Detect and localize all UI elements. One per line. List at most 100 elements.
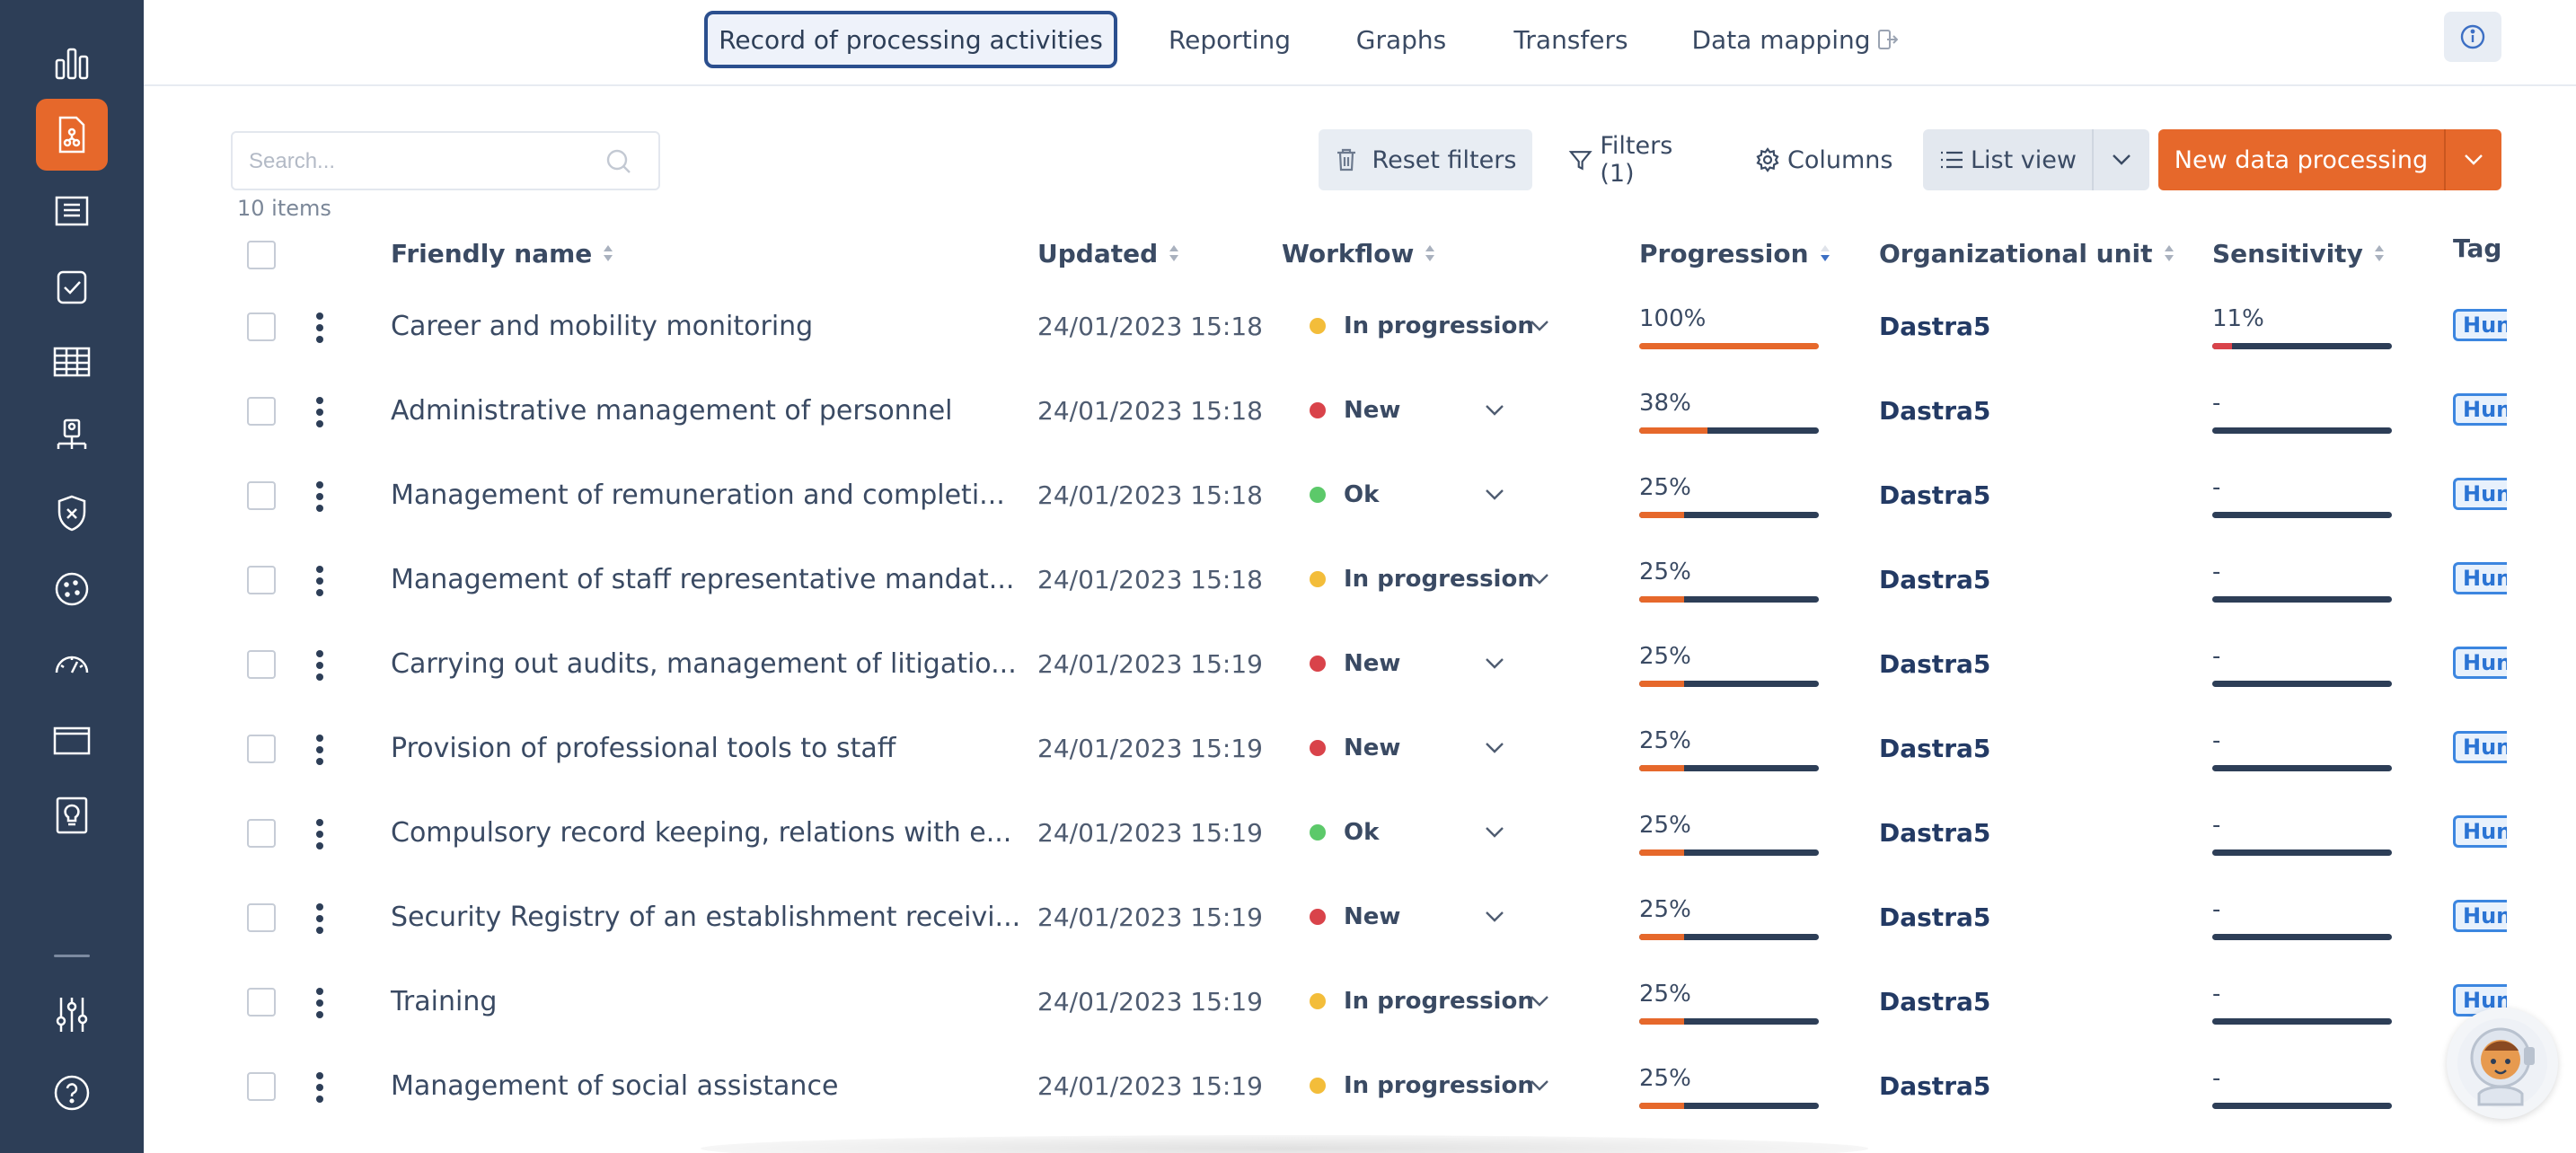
row-checkbox[interactable] [247,735,276,763]
checklist-icon[interactable] [36,251,108,323]
table-row[interactable]: Administrative management of personnel 24… [144,368,2576,453]
table-row[interactable]: Career and mobility monitoring 24/01/2023… [144,284,2576,368]
gauge-icon[interactable] [36,629,108,700]
table-row[interactable]: Management of staff representative manda… [144,537,2576,621]
row-friendly-name[interactable]: Security Registry of an establishment re… [391,875,1020,959]
tag-badge[interactable]: Hun [2453,309,2507,341]
table-row[interactable]: Management of remuneration and completi.… [144,453,2576,537]
chevron-down-icon[interactable] [1484,656,1505,671]
table-view-icon[interactable] [36,326,108,398]
workflow-status-dropdown[interactable]: New [1310,368,1400,453]
row-actions-menu-icon[interactable] [316,481,323,516]
row-friendly-name[interactable]: Provision of professional tools to staff [391,706,895,790]
table-row[interactable]: Compulsory record keeping, relations wit… [144,790,2576,875]
workflow-status-dropdown[interactable]: In progression [1310,537,1534,621]
row-friendly-name[interactable]: Management of staff representative manda… [391,537,1014,621]
list-view-dropdown[interactable] [2094,129,2149,190]
bar-chart-icon[interactable] [36,27,108,99]
row-actions-menu-icon[interactable] [316,1072,323,1107]
org-chart-user-icon[interactable] [36,401,108,473]
row-actions-menu-icon[interactable] [316,566,323,601]
column-header-tag[interactable]: Tag [2453,230,2501,266]
database-document-icon[interactable] [36,175,108,247]
table-row[interactable]: Provision of professional tools to staff… [144,706,2576,790]
row-friendly-name[interactable]: Training [391,959,497,1043]
tag-badge[interactable]: Hun [2453,478,2507,510]
cookie-icon[interactable] [36,553,108,625]
list-view-button[interactable]: List view [1923,129,2094,190]
row-actions-menu-icon[interactable] [316,819,323,854]
column-header-friendly-name[interactable]: Friendly name [391,235,615,271]
chevron-down-icon[interactable] [1529,994,1550,1008]
column-header-updated[interactable]: Updated [1037,235,1181,271]
tag-badge[interactable]: Hun [2453,731,2507,763]
row-checkbox[interactable] [247,650,276,679]
column-header-organizational-unit[interactable]: Organizational unit [1879,235,2176,271]
chevron-down-icon[interactable] [1484,403,1505,418]
workflow-status-dropdown[interactable]: New [1310,621,1400,706]
row-friendly-name[interactable]: Carrying out audits, management of litig… [391,621,1017,706]
row-friendly-name[interactable]: Compulsory record keeping, relations wit… [391,790,1011,875]
row-checkbox[interactable] [247,903,276,932]
search-icon[interactable] [604,147,633,176]
info-button[interactable] [2444,12,2501,62]
new-data-processing-dropdown[interactable] [2446,129,2501,190]
row-actions-menu-icon[interactable] [316,650,323,685]
workflow-status-dropdown[interactable]: New [1310,706,1400,790]
row-friendly-name[interactable]: Administrative management of personnel [391,368,953,453]
row-checkbox[interactable] [247,481,276,510]
select-all-checkbox[interactable] [247,241,276,269]
row-actions-menu-icon[interactable] [316,903,323,938]
row-actions-menu-icon[interactable] [316,397,323,432]
workflow-status-dropdown[interactable]: In progression [1310,284,1534,368]
chevron-down-icon[interactable] [1484,910,1505,924]
column-header-workflow[interactable]: Workflow [1282,235,1437,271]
settings-sliders-icon[interactable] [36,979,108,1051]
workflow-status-dropdown[interactable]: New [1310,875,1400,959]
table-row[interactable]: Management of social assistance 24/01/202… [144,1043,2576,1128]
tab-record-of-processing-activities[interactable]: Record of processing activities [704,11,1117,68]
column-header-progression[interactable]: Progression [1639,235,1832,271]
chevron-down-icon[interactable] [1484,825,1505,840]
workflow-status-dropdown[interactable]: Ok [1310,453,1379,537]
tag-badge[interactable]: Hun [2453,562,2507,594]
tab-data-mapping[interactable]: Data mapping [1681,11,1908,68]
folder-icon[interactable] [36,704,108,776]
row-checkbox[interactable] [247,312,276,341]
row-actions-menu-icon[interactable] [316,988,323,1023]
row-friendly-name[interactable]: Career and mobility monitoring [391,284,813,368]
row-checkbox[interactable] [247,1072,276,1101]
filters-button[interactable]: Filters (1) [1568,129,1712,190]
astronaut-assistant-icon[interactable] [2447,1008,2558,1119]
reset-filters-button[interactable]: Reset filters [1319,129,1532,190]
help-circle-icon[interactable] [36,1057,108,1129]
shield-x-icon[interactable] [36,478,108,550]
row-checkbox[interactable] [247,819,276,848]
row-checkbox[interactable] [247,397,276,426]
row-actions-menu-icon[interactable] [316,735,323,770]
row-checkbox[interactable] [247,566,276,594]
table-row[interactable]: Security Registry of an establishment re… [144,875,2576,959]
column-header-sensitivity[interactable]: Sensitivity [2212,235,2386,271]
row-actions-menu-icon[interactable] [316,312,323,348]
row-friendly-name[interactable]: Management of remuneration and completi.… [391,453,1005,537]
chevron-down-icon[interactable] [1484,741,1505,755]
lightbulb-document-icon[interactable] [36,779,108,851]
chevron-down-icon[interactable] [1529,572,1550,586]
row-friendly-name[interactable]: Management of social assistance [391,1043,838,1128]
tag-badge[interactable]: Hun [2453,647,2507,679]
workflow-status-dropdown[interactable]: Ok [1310,790,1379,875]
search-input[interactable] [249,144,590,180]
table-row[interactable]: Training 24/01/2023 15:19 In progression 25… [144,959,2576,1043]
tag-badge[interactable]: Hun [2453,393,2507,426]
tab-reporting[interactable]: Reporting [1155,11,1304,68]
tag-badge[interactable]: Hun [2453,815,2507,848]
chevron-down-icon[interactable] [1484,488,1505,502]
row-checkbox[interactable] [247,988,276,1017]
new-data-processing-button[interactable]: New data processing [2158,129,2446,190]
tab-transfers[interactable]: Transfers [1496,11,1645,68]
tab-graphs[interactable]: Graphs [1342,11,1460,68]
table-row[interactable]: Carrying out audits, management of litig… [144,621,2576,706]
columns-button[interactable]: Columns [1755,129,1899,190]
chevron-down-icon[interactable] [1529,319,1550,333]
